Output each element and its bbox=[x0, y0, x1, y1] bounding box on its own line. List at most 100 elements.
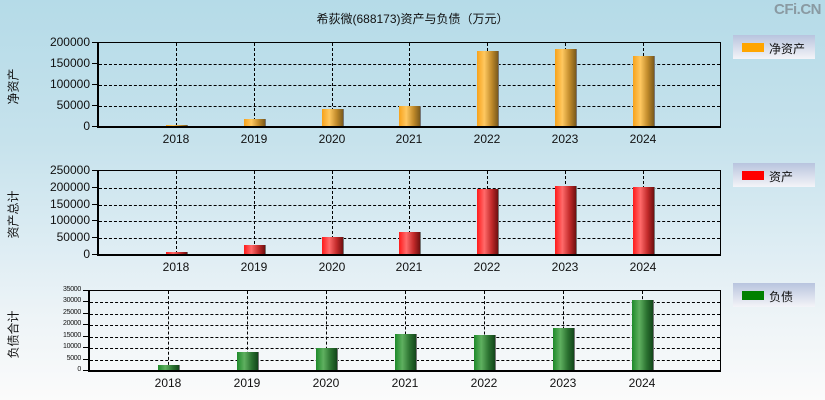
y-tick-mark bbox=[83, 335, 88, 337]
y-tick-label: 0 bbox=[83, 247, 90, 261]
bar bbox=[477, 188, 498, 254]
bar bbox=[158, 364, 179, 370]
grid-line bbox=[332, 43, 333, 126]
bar bbox=[553, 327, 574, 370]
x-tick-label: 2022 bbox=[473, 132, 501, 146]
y-tick-label: 150000 bbox=[49, 196, 90, 211]
bar bbox=[237, 351, 258, 370]
y-tick-mark bbox=[92, 105, 97, 106]
x-tick-label: 2024 bbox=[629, 260, 657, 274]
y-tick-label: 50000 bbox=[56, 230, 90, 245]
bar bbox=[399, 232, 420, 254]
chart-title: 希荻微(688173)资产与负债（万元） bbox=[316, 12, 509, 26]
y-tick-mark bbox=[83, 290, 88, 291]
y-tick-label: 5000 bbox=[66, 354, 82, 362]
y-tick-mark bbox=[83, 358, 88, 360]
x-tick-label: 2021 bbox=[395, 260, 423, 274]
x-tick-label: 2020 bbox=[312, 376, 340, 390]
y-tick-mark bbox=[92, 170, 97, 171]
x-tick-label: 2022 bbox=[473, 260, 501, 274]
total-assets-panel: 资产总计 资产 bbox=[7, 163, 815, 256]
y-tick-mark bbox=[83, 301, 88, 303]
y-tick-label: 35000 bbox=[63, 286, 81, 293]
y-tick-label: 100000 bbox=[49, 213, 90, 228]
y-tick-label: 20000 bbox=[63, 320, 81, 328]
x-tick-label: 2018 bbox=[162, 132, 190, 146]
x-tick-label: 2023 bbox=[551, 132, 579, 146]
legend-label: 资产 bbox=[769, 170, 794, 184]
y-tick-label: 15000 bbox=[63, 331, 81, 339]
legend-swatch bbox=[742, 43, 764, 52]
grid-line bbox=[484, 291, 485, 370]
y-tick-mark bbox=[92, 220, 97, 222]
y-tick-label: 100000 bbox=[49, 77, 90, 91]
x-tick-label: 2021 bbox=[395, 132, 423, 146]
y-tick-label: 10000 bbox=[63, 343, 81, 351]
y-tick-label: 0 bbox=[77, 366, 81, 373]
grid-line bbox=[409, 171, 410, 254]
x-tick-label: 2019 bbox=[240, 132, 268, 146]
grid-line bbox=[176, 43, 177, 126]
bar bbox=[244, 245, 265, 254]
grid-line bbox=[247, 291, 248, 370]
bar bbox=[555, 49, 576, 126]
brand-logo: CFi.CN bbox=[774, 1, 822, 18]
y-tick-mark bbox=[92, 42, 97, 43]
y-tick-label: 30000 bbox=[63, 297, 81, 305]
net-assets-panel: 净资产 净资产 bbox=[0, 0, 825, 150]
legend: 负债 bbox=[733, 283, 815, 307]
y-tick-label: 150000 bbox=[49, 56, 90, 70]
y-tick-mark bbox=[92, 63, 97, 64]
x-tick-label: 2021 bbox=[391, 376, 419, 390]
y-tick-mark bbox=[83, 347, 88, 349]
y-tick-label: 50000 bbox=[56, 98, 90, 112]
y-tick-mark bbox=[92, 254, 97, 255]
y-tick-label: 200000 bbox=[49, 179, 90, 194]
plot-area bbox=[97, 170, 721, 256]
legend: 资产 bbox=[733, 163, 815, 187]
x-tick-label: 2020 bbox=[318, 132, 346, 146]
bar bbox=[632, 299, 653, 370]
x-tick-label: 2018 bbox=[154, 376, 182, 390]
grid-line bbox=[254, 43, 255, 126]
x-tick-label: 2024 bbox=[628, 376, 656, 390]
bar bbox=[322, 236, 343, 254]
x-tick-label: 2018 bbox=[162, 260, 190, 274]
bar bbox=[316, 347, 337, 370]
y-tick-label: 250000 bbox=[49, 163, 90, 177]
y-tick-mark bbox=[83, 324, 88, 326]
bar bbox=[166, 251, 187, 254]
bar bbox=[633, 186, 654, 254]
x-tick-label: 2019 bbox=[240, 260, 268, 274]
bar bbox=[477, 50, 498, 126]
y-tick-mark bbox=[92, 203, 97, 205]
legend-label: 净资产 bbox=[769, 42, 806, 56]
x-tick-label: 2022 bbox=[470, 376, 498, 390]
grid-line bbox=[409, 43, 410, 126]
bar bbox=[399, 106, 420, 126]
x-tick-label: 2019 bbox=[233, 376, 261, 390]
x-tick-label: 2024 bbox=[629, 132, 657, 146]
x-tick-label: 2023 bbox=[551, 260, 579, 274]
y-tick-mark bbox=[92, 186, 97, 188]
plot-area bbox=[97, 42, 721, 128]
bar bbox=[633, 56, 654, 126]
grid-line bbox=[332, 171, 333, 254]
y-tick-mark bbox=[92, 126, 97, 127]
bar bbox=[322, 109, 343, 126]
y-tick-mark bbox=[83, 312, 88, 314]
y-tick-label: 200000 bbox=[49, 35, 90, 49]
legend-swatch bbox=[742, 291, 764, 300]
legend: 净资产 bbox=[733, 35, 815, 59]
grid-line bbox=[326, 291, 327, 370]
y-tick-label: 0 bbox=[83, 119, 90, 133]
y-tick-mark bbox=[92, 237, 97, 239]
bar bbox=[244, 119, 265, 126]
y-tick-label: 25000 bbox=[63, 308, 81, 316]
legend-swatch bbox=[742, 171, 764, 180]
x-tick-label: 2023 bbox=[549, 376, 577, 390]
y-tick-mark bbox=[83, 370, 88, 371]
bar bbox=[555, 186, 576, 254]
bar bbox=[474, 335, 495, 370]
